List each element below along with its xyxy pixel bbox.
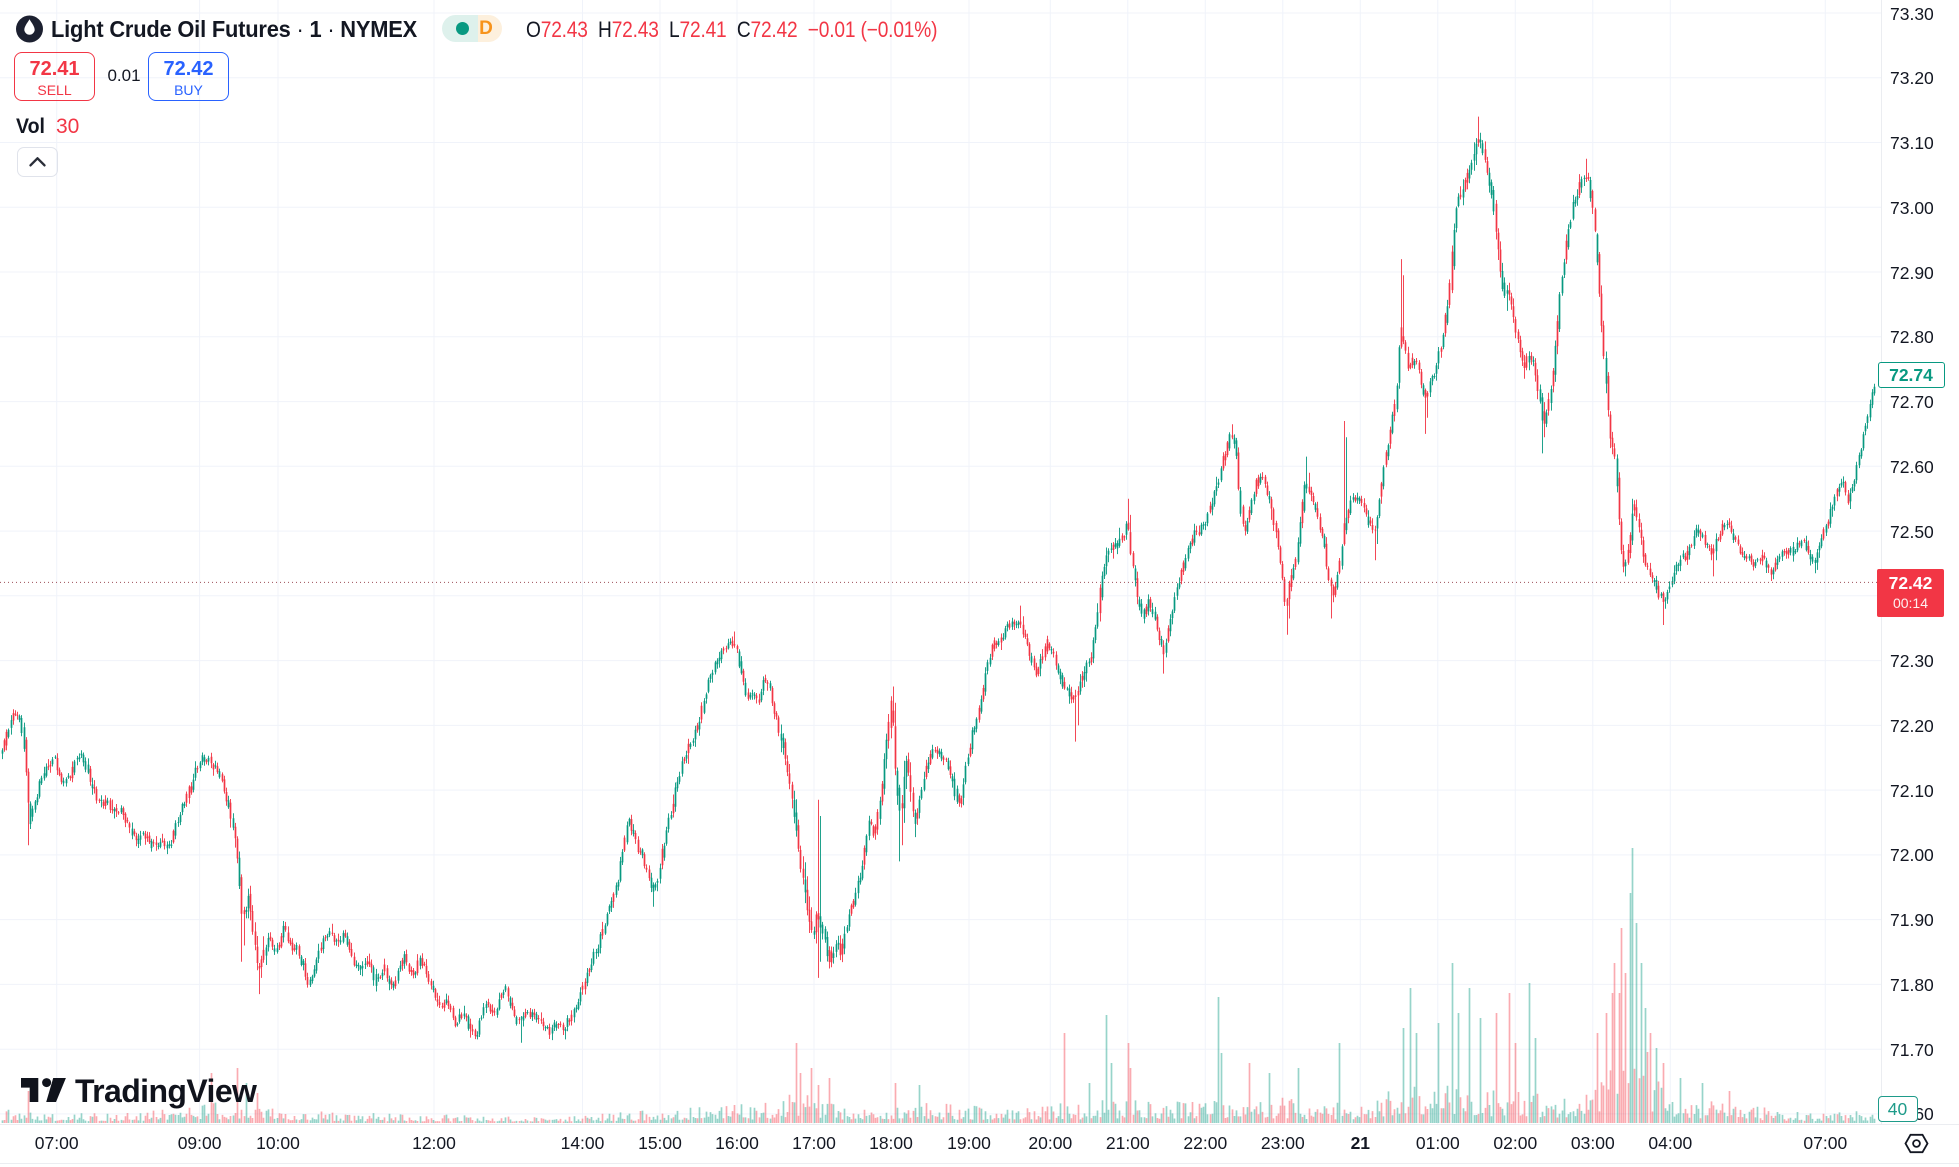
svg-text:TradingView: TradingView: [75, 1073, 257, 1109]
